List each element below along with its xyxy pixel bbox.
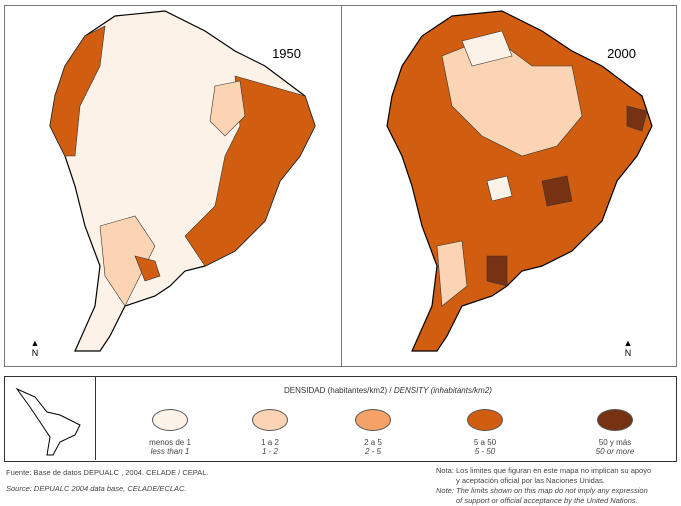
legend-class: 5 a 50 5 - 50	[440, 409, 530, 456]
legend-class: 50 y más 50 or more	[570, 409, 660, 456]
note-es: Nota: Los limites que figuran en este ma…	[436, 466, 652, 485]
legend-title: DENSIDAD (habitantes/km2) / DENSITY (inh…	[284, 386, 492, 395]
swatch	[152, 409, 188, 431]
swatch	[252, 409, 288, 431]
south-america-map-1950	[49, 10, 316, 352]
north-arrow-icon: ▲ N	[30, 338, 40, 358]
south-america-map-2000	[386, 10, 653, 352]
swatch	[467, 409, 503, 431]
map-year: 1950	[272, 46, 301, 61]
north-arrow-icon: ▲ N	[623, 338, 633, 358]
note-en: Note: The limits shown on this map do no…	[436, 486, 648, 505]
legend: DENSIDAD (habitantes/km2) / DENSITY (inh…	[4, 376, 677, 462]
latin-america-inset-map	[5, 377, 96, 460]
swatch	[597, 409, 633, 431]
map-panel-1950: 1950 ▲ N	[4, 5, 342, 367]
swatch	[355, 409, 391, 431]
map-panel-2000: 2000 ▲ N	[341, 5, 677, 367]
map-year: 2000	[607, 46, 636, 61]
source-en: Source: DEPUALC 2004 data base, CELADE/E…	[6, 484, 187, 493]
legend-class: menos de 1 less than 1	[125, 409, 215, 456]
source-es: Fuente: Base de datos DEPUALC , 2004. CE…	[6, 468, 209, 477]
